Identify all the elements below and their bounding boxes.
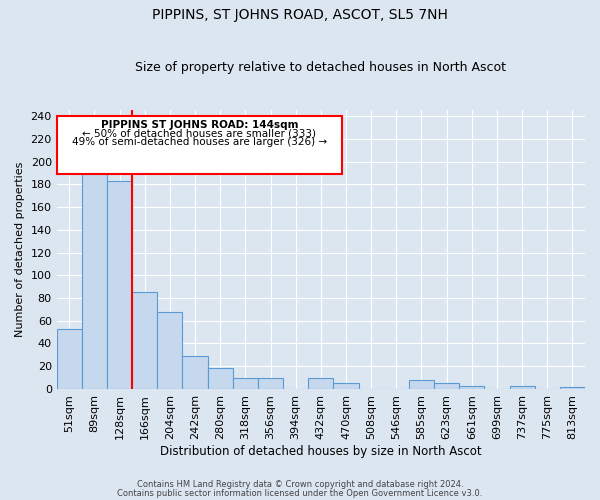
Title: Size of property relative to detached houses in North Ascot: Size of property relative to detached ho… xyxy=(136,62,506,74)
FancyBboxPatch shape xyxy=(56,116,342,174)
Bar xyxy=(560,386,585,389)
Text: Contains public sector information licensed under the Open Government Licence v3: Contains public sector information licen… xyxy=(118,488,482,498)
Bar xyxy=(82,172,107,389)
Text: Contains HM Land Registry data © Crown copyright and database right 2024.: Contains HM Land Registry data © Crown c… xyxy=(137,480,463,489)
Bar xyxy=(132,292,157,389)
Bar xyxy=(434,384,459,389)
Bar xyxy=(409,380,434,389)
Bar xyxy=(258,378,283,389)
Text: ← 50% of detached houses are smaller (333): ← 50% of detached houses are smaller (33… xyxy=(82,128,316,138)
Bar xyxy=(509,386,535,389)
Bar xyxy=(459,386,484,389)
X-axis label: Distribution of detached houses by size in North Ascot: Distribution of detached houses by size … xyxy=(160,444,482,458)
Bar xyxy=(233,378,258,389)
Text: PIPPINS, ST JOHNS ROAD, ASCOT, SL5 7NH: PIPPINS, ST JOHNS ROAD, ASCOT, SL5 7NH xyxy=(152,8,448,22)
Bar xyxy=(208,368,233,389)
Bar xyxy=(56,328,82,389)
Bar xyxy=(334,384,359,389)
Text: 49% of semi-detached houses are larger (326) →: 49% of semi-detached houses are larger (… xyxy=(72,137,327,147)
Y-axis label: Number of detached properties: Number of detached properties xyxy=(15,162,25,338)
Bar xyxy=(308,378,334,389)
Bar xyxy=(107,181,132,389)
Bar xyxy=(157,312,182,389)
Bar xyxy=(182,356,208,389)
Text: PIPPINS ST JOHNS ROAD: 144sqm: PIPPINS ST JOHNS ROAD: 144sqm xyxy=(101,120,298,130)
